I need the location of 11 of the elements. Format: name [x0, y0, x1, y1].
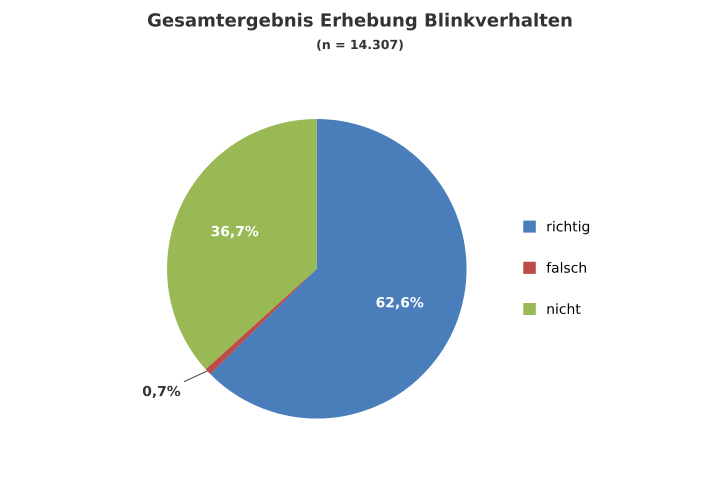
legend-label: falsch	[546, 262, 586, 273]
pie-slice	[167, 119, 317, 370]
legend-label: richtig	[547, 220, 590, 234]
pie-slice	[206, 268, 317, 374]
data-label: 36,7%	[212, 226, 258, 238]
data-label: 0,7%	[142, 386, 180, 398]
data-label: 62,6%	[376, 296, 424, 310]
chart-title: Gesamtergebnis Erhebung Blinkverhalten	[148, 12, 572, 30]
legend-label: nicht	[547, 303, 580, 314]
chart-subtitle: (n = 14.307)	[317, 40, 403, 51]
pie-slice	[210, 119, 467, 419]
